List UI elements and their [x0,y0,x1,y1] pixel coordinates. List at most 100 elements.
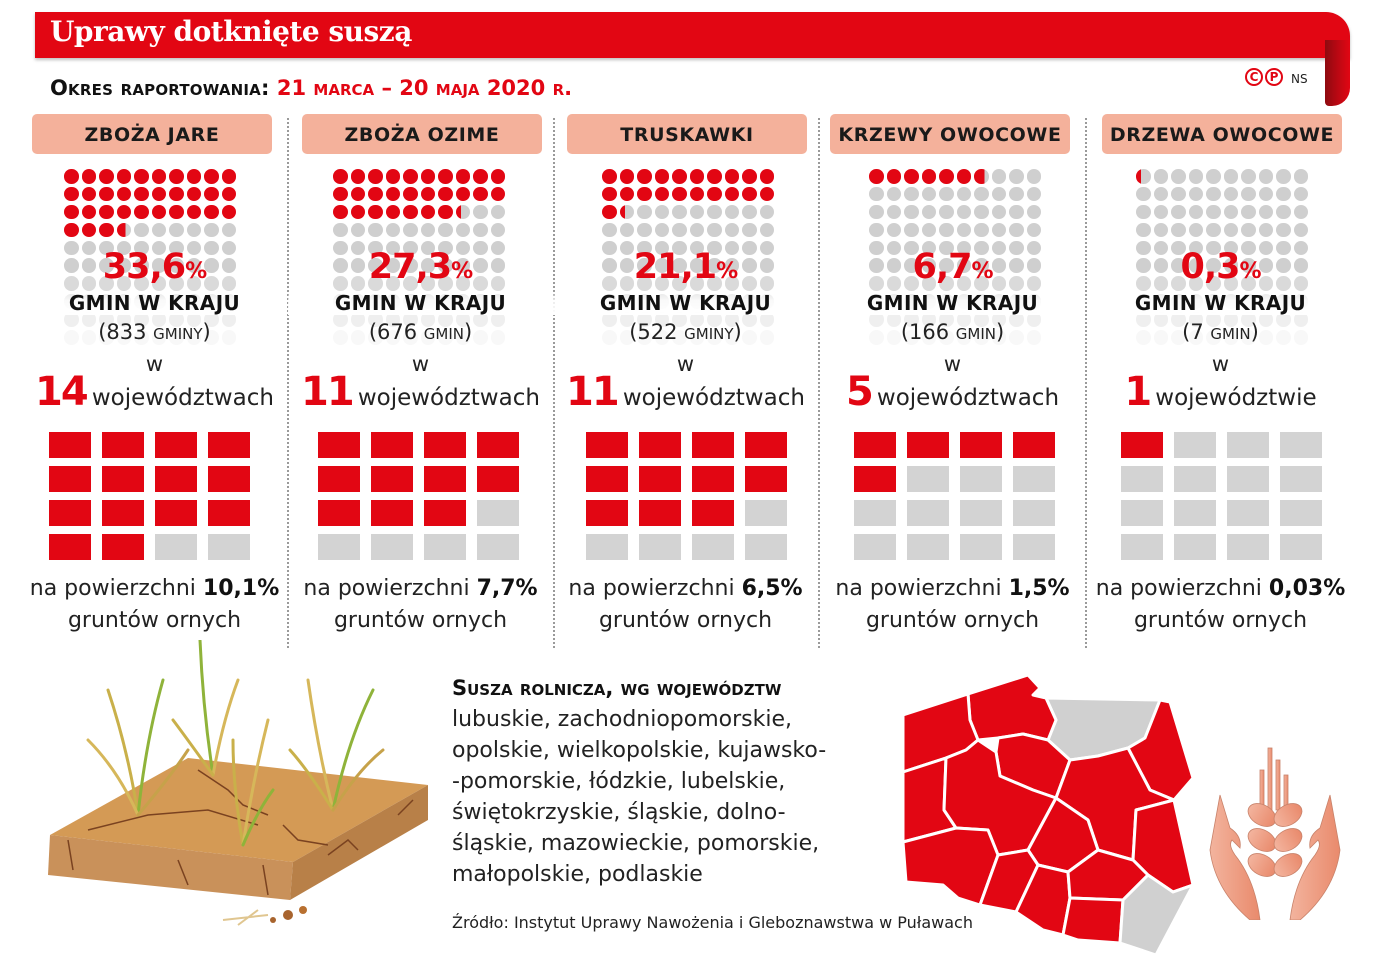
dot [869,330,884,345]
dot [350,222,365,238]
dot [974,169,989,184]
dot [886,240,901,256]
voivodeship-word: województwach [622,385,805,411]
dot [742,222,757,238]
dot [1188,258,1203,273]
dot [869,222,884,238]
dot [1171,276,1186,291]
voivodeship-square [155,500,197,526]
dot [151,222,166,238]
dot [939,204,954,220]
voivodeship-square [639,432,681,458]
voivodeship-square [1174,534,1216,560]
dot [204,276,219,291]
voivodeship-square [371,534,413,560]
dot [1293,240,1308,256]
dot [1223,258,1238,273]
dot [1188,276,1203,291]
dot [151,186,166,202]
category-label: ZBOŻA JARE [32,114,272,154]
dot [455,330,470,345]
dot [385,276,400,291]
dot [368,276,383,291]
dot [956,312,971,327]
surface-share: na powierzchni 0,03% [1088,576,1353,601]
dot [455,276,470,291]
surface-value: 10,1% [202,576,280,601]
dot [1009,186,1024,202]
dot [1136,276,1151,291]
dot [742,258,757,273]
dot [1223,222,1238,238]
voivodeship-square [907,466,949,492]
dot [1153,276,1168,291]
dot [1293,312,1308,327]
dot [672,312,687,327]
dot [1293,186,1308,202]
dot [939,312,954,327]
dot-grid-chart [602,169,774,345]
dot [939,222,954,238]
dot [116,204,131,220]
dot [991,258,1006,273]
dot [169,312,184,327]
dot [350,186,365,202]
dot [385,330,400,345]
dot [672,240,687,256]
column-divider [818,118,820,648]
dot [672,330,687,345]
surface-suffix: gruntów ornych [67,608,242,633]
dot [1026,204,1041,220]
voivodeship-square [208,432,250,458]
dot [1009,330,1024,345]
percent-sign: % [971,259,993,284]
dot [81,240,96,256]
dot [654,204,669,220]
dot [759,186,774,202]
dot [742,240,757,256]
crop-column-truskawki: TRUSKAWKI 21,1% GMIN W KRAJU (522 gminy) w 11… [553,114,818,649]
dot [1258,330,1273,345]
voivodeship-square [49,500,91,526]
in-label: w [411,352,430,376]
dot [186,222,201,238]
dot [759,222,774,238]
dot [1171,204,1186,220]
voivodeship-square [1174,500,1216,526]
voivodeship-square [1013,466,1055,492]
dot [420,312,435,327]
dot [602,169,617,184]
dot [420,222,435,238]
percent-value: 33,6% [22,247,287,287]
surface-prefix: na powierzchni [568,576,742,601]
voivodeship-number: 1 [1124,369,1152,415]
voivodeship-word: województwach [91,385,274,411]
dot [1009,312,1024,327]
dot [921,204,936,220]
dot [1206,222,1221,238]
dot [654,258,669,273]
dot [1136,169,1151,184]
dot [438,330,453,345]
dot [1136,330,1151,345]
dot [333,258,348,273]
dot [64,276,79,291]
dot [490,222,505,238]
dot [991,312,1006,327]
dot [350,312,365,327]
voivodeship-square [1280,500,1322,526]
voivodeship-square [49,534,91,560]
dot [602,186,617,202]
dot [333,222,348,238]
dot [707,222,722,238]
dot [904,312,919,327]
voivodeship-square-grid [49,432,250,560]
dot [1258,186,1273,202]
dot [186,186,201,202]
dot [1206,276,1221,291]
voivodeship-list-line: -pomorskie, łódzkie, lubelskie, [452,769,786,794]
dot [1223,312,1238,327]
voivodeship-square [586,432,628,458]
copyright-icon: C [1245,68,1263,86]
dot [99,240,114,256]
